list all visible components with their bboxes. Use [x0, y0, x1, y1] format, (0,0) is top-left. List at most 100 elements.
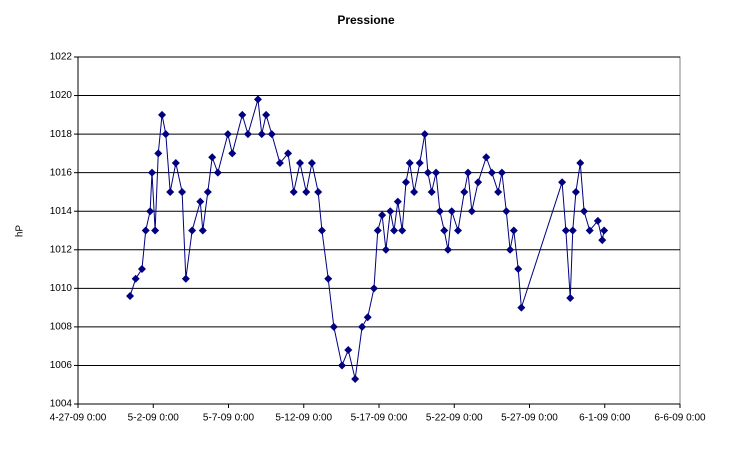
marker [295, 159, 304, 168]
marker [146, 207, 155, 216]
marker [329, 322, 338, 331]
marker [314, 187, 323, 196]
marker [517, 303, 526, 312]
marker [566, 293, 575, 302]
marker [386, 207, 395, 216]
marker [585, 226, 594, 235]
marker [166, 187, 175, 196]
y-tick-label: 1006 [50, 360, 73, 371]
marker [440, 226, 449, 235]
marker [267, 130, 276, 139]
marker [494, 187, 503, 196]
marker [423, 168, 432, 177]
series-line [129, 99, 605, 380]
y-tick-label: 1022 [50, 52, 73, 63]
marker [593, 216, 602, 225]
marker [208, 153, 217, 162]
marker [401, 178, 410, 187]
y-axis-label: hP [15, 225, 26, 238]
x-tick-label: 5-17-09 0:00 [351, 413, 408, 424]
marker [460, 187, 469, 196]
marker [196, 197, 205, 206]
marker [141, 226, 150, 235]
marker [482, 153, 491, 162]
marker [378, 211, 387, 220]
marker [289, 187, 298, 196]
marker [580, 207, 589, 216]
marker [373, 226, 382, 235]
marker [228, 149, 237, 158]
marker [487, 168, 496, 177]
y-tick-label: 1008 [50, 322, 73, 333]
marker [561, 226, 570, 235]
marker [284, 149, 293, 158]
x-tick-label: 4-27-09 0:00 [50, 413, 107, 424]
marker [467, 207, 476, 216]
marker [198, 226, 207, 235]
marker [435, 207, 444, 216]
marker [262, 110, 271, 119]
marker [151, 226, 160, 235]
marker [415, 159, 424, 168]
marker [213, 168, 222, 177]
marker [600, 226, 609, 235]
marker [443, 245, 452, 254]
marker [369, 284, 378, 293]
y-tick-label: 1016 [50, 167, 73, 178]
x-tick-label: 5-27-09 0:00 [501, 413, 558, 424]
marker [381, 245, 390, 254]
marker [390, 226, 399, 235]
marker [497, 168, 506, 177]
marker [307, 159, 316, 168]
marker [324, 274, 333, 283]
marker [405, 159, 414, 168]
marker [188, 226, 197, 235]
x-tick-label: 5-12-09 0:00 [275, 413, 332, 424]
marker [161, 130, 170, 139]
marker [447, 207, 456, 216]
marker [568, 226, 577, 235]
marker [181, 274, 190, 283]
marker [126, 292, 135, 301]
marker [558, 178, 567, 187]
y-tick-label: 1018 [50, 129, 73, 140]
marker [223, 130, 232, 139]
marker [358, 322, 367, 331]
marker [203, 187, 212, 196]
marker [338, 361, 347, 370]
marker [420, 130, 429, 139]
y-tick-label: 1004 [50, 399, 73, 410]
marker [351, 374, 360, 383]
marker [257, 130, 266, 139]
marker [432, 168, 441, 177]
marker [158, 110, 167, 119]
x-tick-label: 5-22-09 0:00 [426, 413, 483, 424]
marker [147, 168, 156, 177]
x-tick-label: 5-7-09 0:00 [203, 413, 255, 424]
chart-title: Pressione [337, 13, 395, 27]
marker [178, 187, 187, 196]
y-tick-label: 1014 [50, 206, 73, 217]
y-tick-label: 1020 [50, 90, 73, 101]
marker [571, 187, 580, 196]
marker [427, 187, 436, 196]
y-tick-label: 1012 [50, 244, 73, 255]
marker [454, 226, 463, 235]
marker [464, 168, 473, 177]
marker [344, 346, 353, 355]
marker [238, 110, 247, 119]
marker [154, 149, 163, 158]
x-tick-label: 6-1-09 0:00 [579, 413, 631, 424]
x-tick-label: 6-6-09 0:00 [654, 413, 706, 424]
marker [137, 265, 146, 274]
marker [509, 226, 518, 235]
marker [253, 95, 262, 104]
marker [502, 207, 511, 216]
marker [576, 159, 585, 168]
x-tick-label: 5-2-09 0:00 [128, 413, 180, 424]
marker [302, 187, 311, 196]
y-tick-label: 1010 [50, 283, 73, 294]
marker [243, 130, 252, 139]
marker [410, 187, 419, 196]
